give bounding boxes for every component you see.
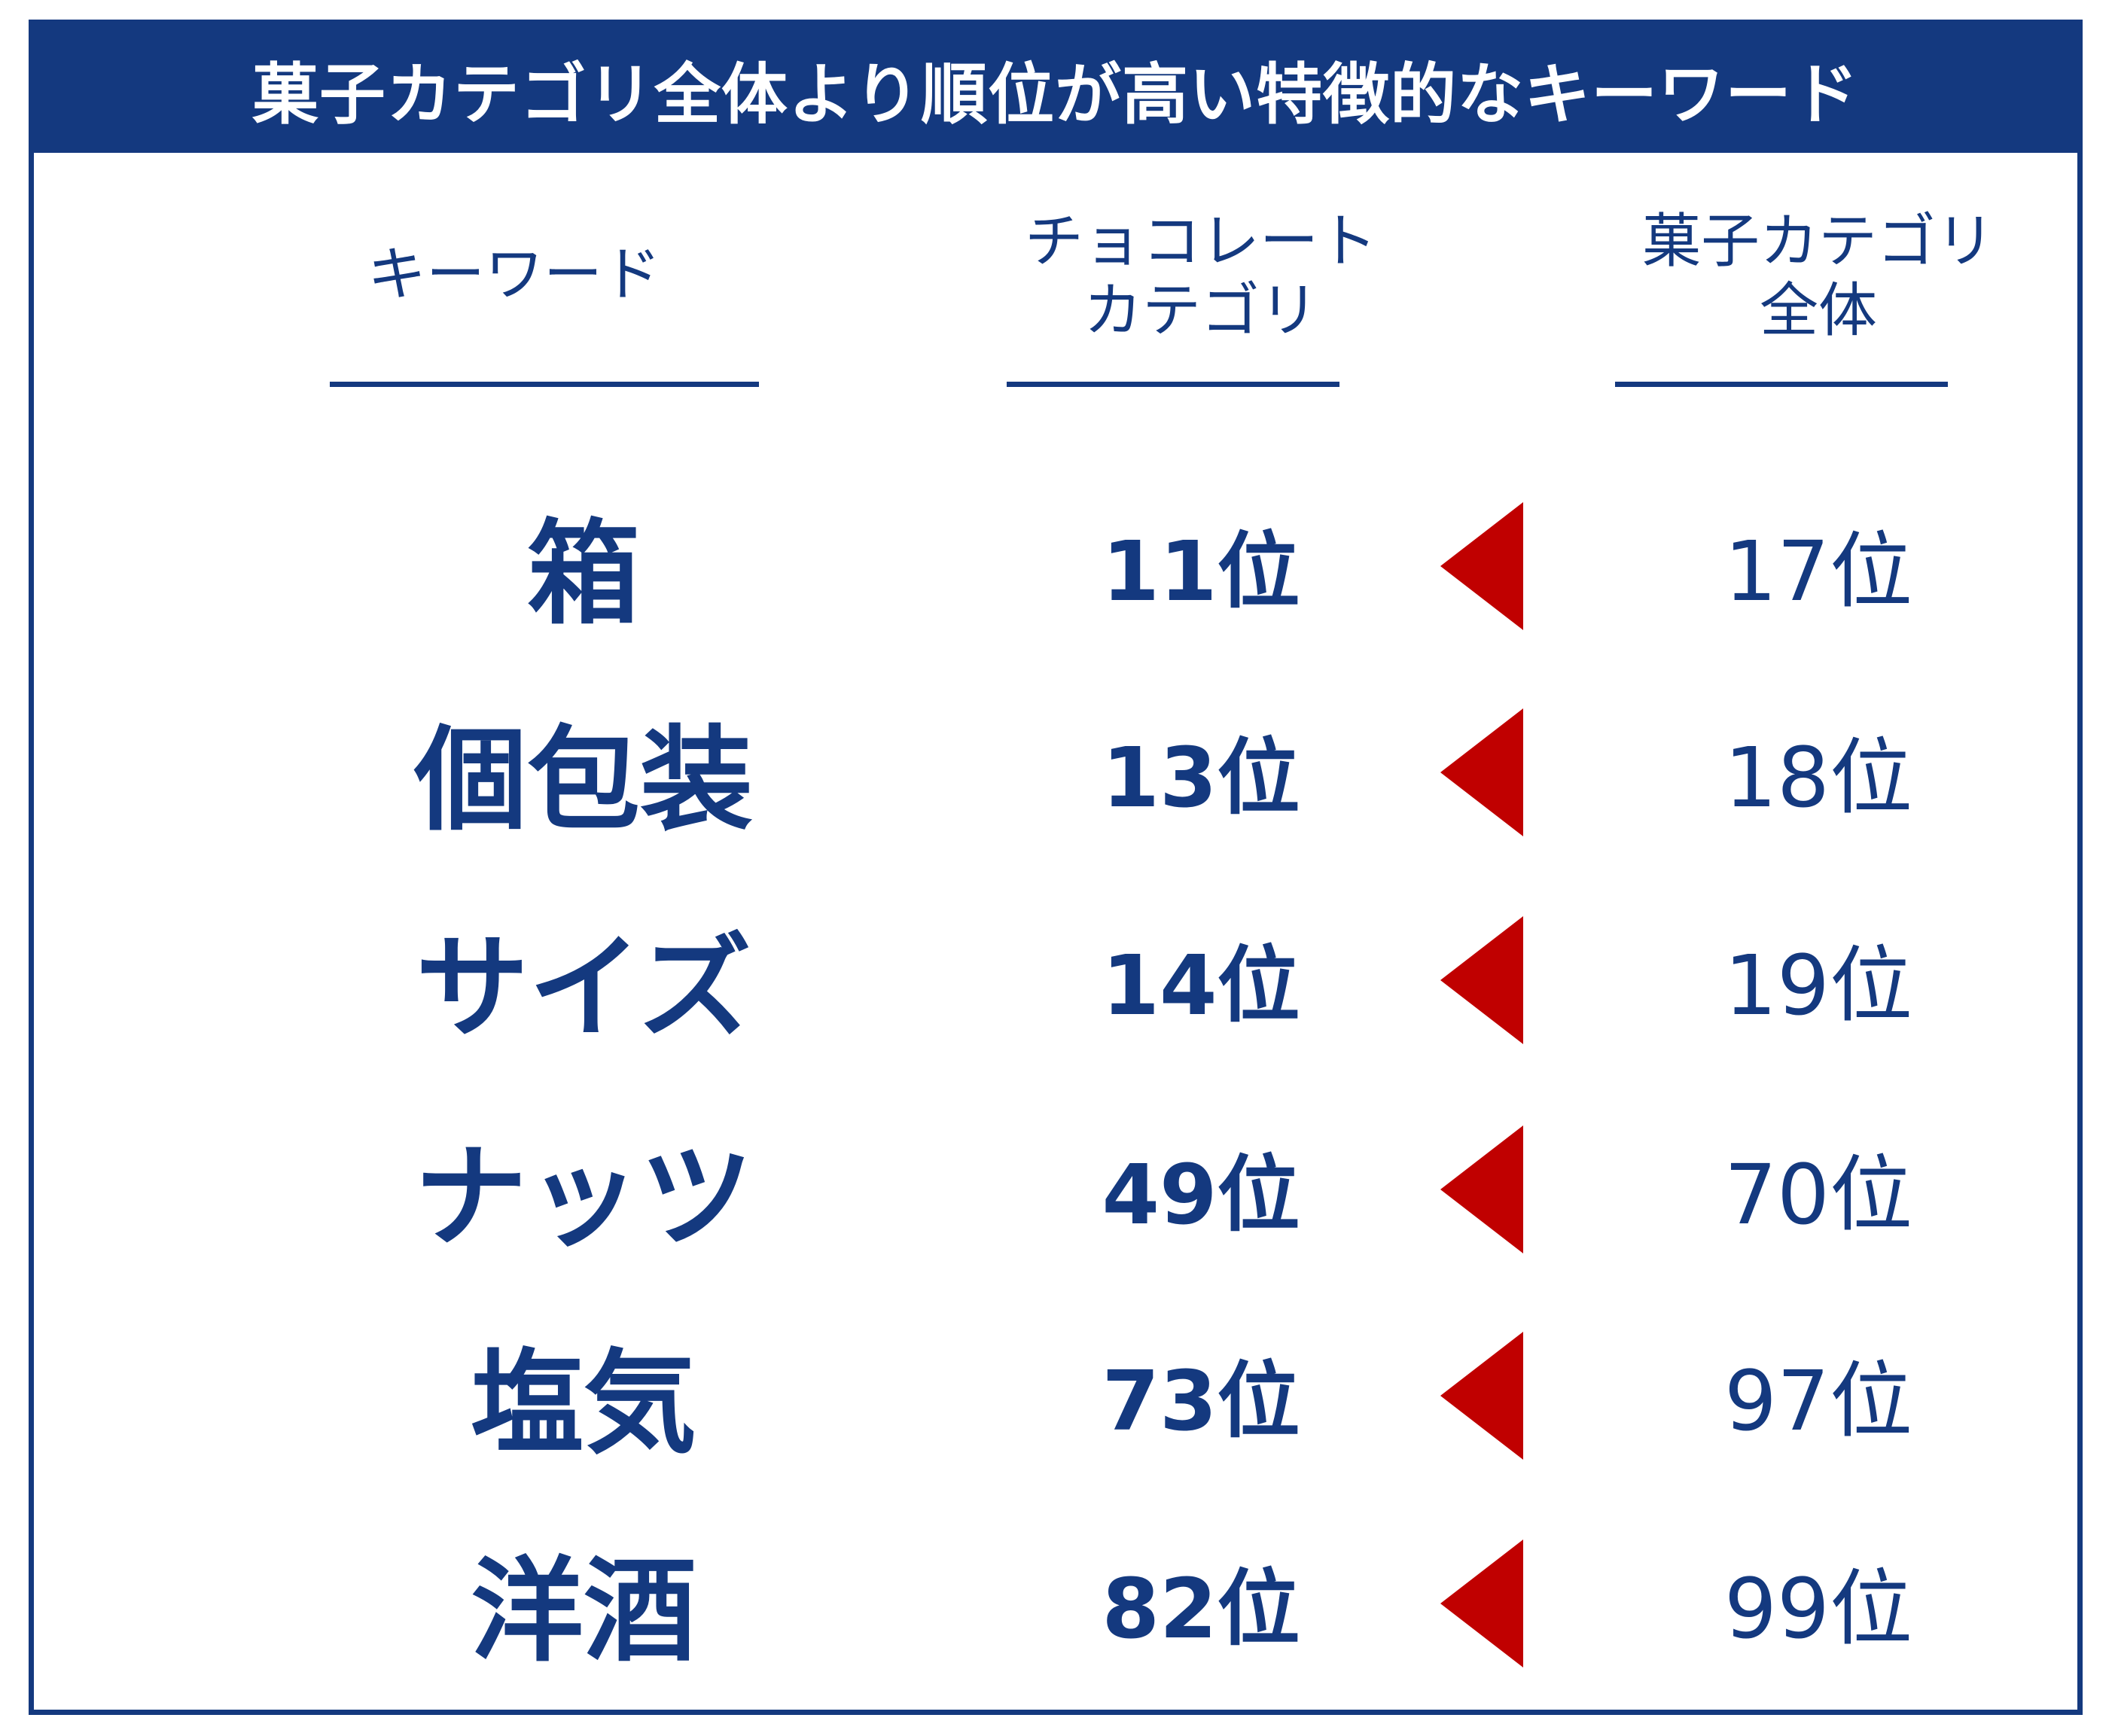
- chocolate-header-line-1: チョコレート: [1024, 208, 1377, 276]
- chocolate-rank-cell: 14位: [1102, 937, 1300, 1034]
- table-row: 洋酒 82位 99位: [34, 1533, 2077, 1677]
- overall-header-line-2: 全体: [1759, 277, 1877, 345]
- left-triangle-icon: [1440, 1332, 1523, 1460]
- chocolate-rank-cell: 82位: [1102, 1561, 1300, 1657]
- overall-header-underline: [1615, 382, 1948, 387]
- table-row: ナッツ 49位 70位: [34, 1119, 2077, 1263]
- title-bar: 菓子カテゴリ全体より順位が高い特徴的なキーワード: [34, 25, 2077, 153]
- overall-rank-cell: 97位: [1724, 1353, 1912, 1449]
- keyword-cell: 洋酒: [470, 1546, 696, 1677]
- chocolate-header-line-2: カテゴリ: [1083, 277, 1318, 345]
- table-row: 塩気 73位 97位: [34, 1326, 2077, 1470]
- overall-rank-cell: 99位: [1724, 1561, 1912, 1657]
- chocolate-rank-cell: 73位: [1102, 1353, 1300, 1449]
- chocolate-rank-cell: 11位: [1102, 523, 1300, 620]
- left-triangle-icon: [1440, 1125, 1523, 1253]
- keyword-header-underline: [330, 382, 759, 387]
- overall-rank-cell: 19位: [1724, 937, 1912, 1034]
- overall-column-header: 菓子カテゴリ 全体: [1577, 207, 2059, 346]
- overall-rank-cell: 18位: [1724, 729, 1912, 826]
- keyword-cell: 個包装: [413, 714, 753, 846]
- chocolate-rank-cell: 13位: [1102, 729, 1300, 826]
- keyword-cell: 箱: [526, 508, 640, 640]
- left-triangle-icon: [1440, 502, 1523, 630]
- keyword-cell: 塩気: [470, 1338, 696, 1470]
- overall-header-line-1: 菓子カテゴリ: [1641, 208, 1995, 276]
- left-triangle-icon: [1440, 1540, 1523, 1667]
- overall-rank-cell: 17位: [1724, 523, 1912, 620]
- table-row: 箱 11位 17位: [34, 496, 2077, 640]
- left-triangle-icon: [1440, 708, 1523, 836]
- chocolate-column-header: チョコレート カテゴリ: [968, 207, 1434, 346]
- keyword-column-header: キーワード: [303, 240, 725, 309]
- keyword-header-line-1: キーワード: [367, 241, 661, 309]
- chocolate-header-underline: [1007, 382, 1339, 387]
- keyword-cell: サイズ: [416, 922, 751, 1054]
- keyword-rank-panel: 菓子カテゴリ全体より順位が高い特徴的なキーワード キーワード チョコレート カテ…: [29, 20, 2083, 1715]
- left-triangle-icon: [1440, 916, 1523, 1044]
- table-row: サイズ 14位 19位: [34, 910, 2077, 1054]
- chocolate-rank-cell: 49位: [1102, 1147, 1300, 1243]
- keyword-cell: ナッツ: [413, 1131, 753, 1263]
- panel-title: 菓子カテゴリ全体より順位が高い特徴的なキーワード: [251, 55, 1860, 133]
- table-row: 個包装 13位 18位: [34, 702, 2077, 846]
- overall-rank-cell: 70位: [1724, 1147, 1912, 1243]
